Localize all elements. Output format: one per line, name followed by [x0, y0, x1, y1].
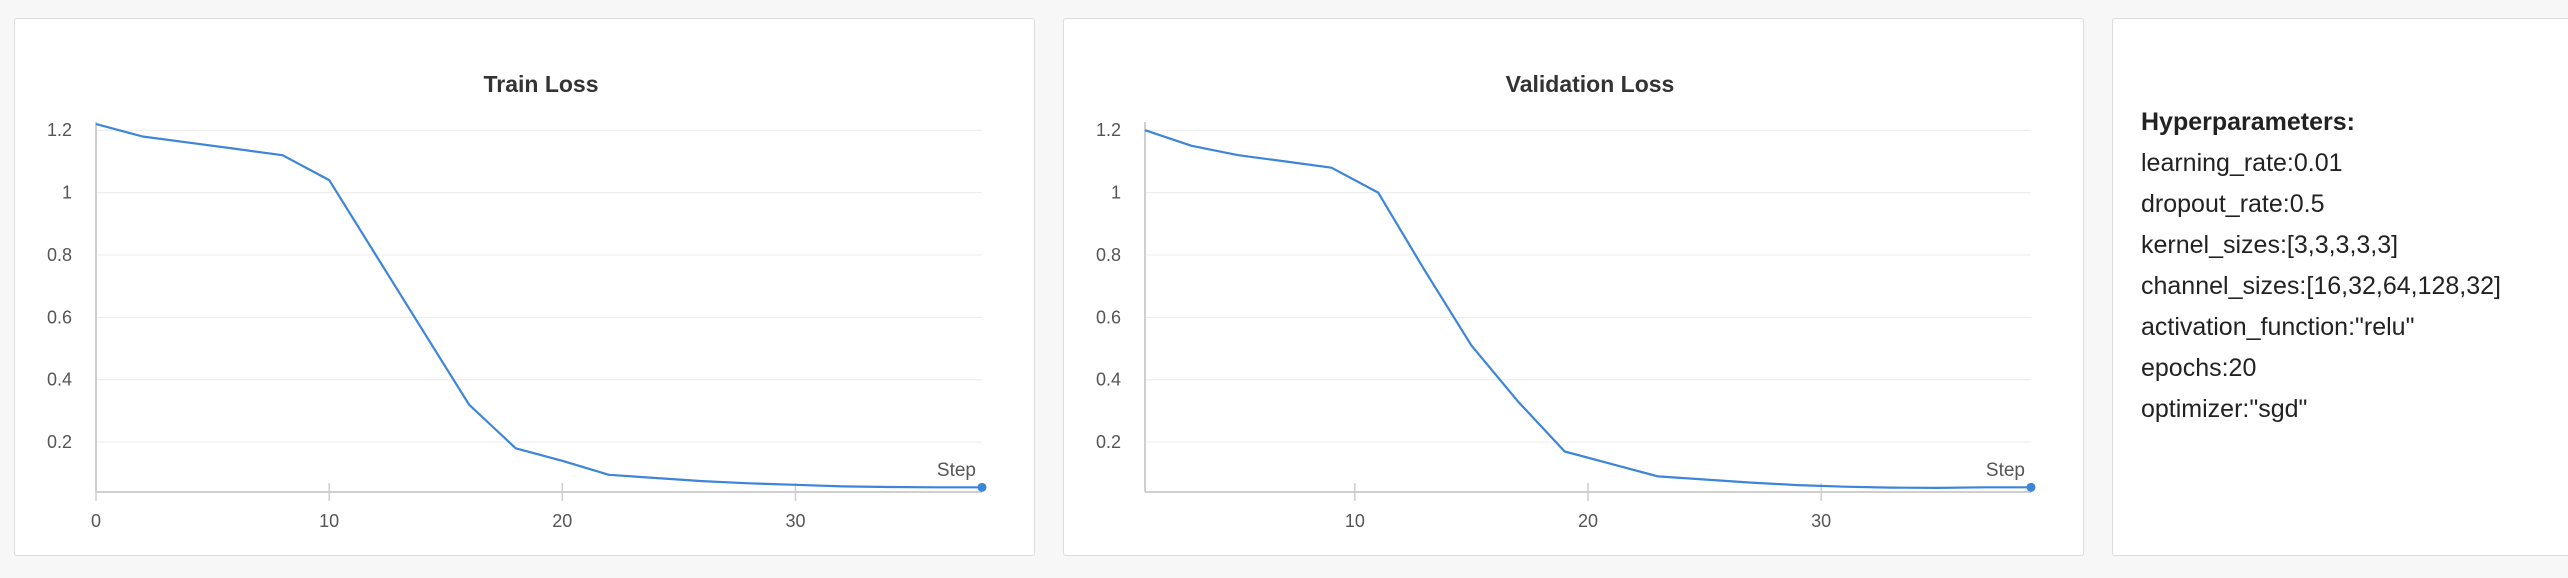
hyperparameter-line: learning_rate:0.01 [2141, 149, 2343, 177]
x-tick-label: 30 [1811, 511, 1831, 531]
y-tick-label: 1 [1111, 183, 1121, 203]
hyperparameters-title: Hyperparameters: [2141, 108, 2355, 136]
y-tick-label: 0.4 [1096, 370, 1121, 390]
hyperparameter-line: optimizer:"sgd" [2141, 395, 2308, 423]
hyperparameters-text: Hyperparameters: learning_rate:0.01 drop… [2141, 102, 2501, 430]
chart-title: Validation Loss [1506, 71, 1675, 97]
x-tick-label: 0 [91, 511, 101, 531]
y-tick-label: 1 [62, 183, 72, 203]
series-line [95, 122, 982, 489]
hyperparameter-line: epochs:20 [2141, 354, 2257, 382]
series-end-point [977, 482, 987, 492]
x-axis-label: Step [1986, 460, 2025, 481]
chart-title: Train Loss [483, 71, 598, 97]
train-loss-chart: Train Loss 0.2 0.4 0.6 0.8 1 1.2 0 10 20 30 Step [47, 71, 987, 531]
y-tick-label: 1.2 [47, 120, 72, 140]
y-tick-label: 0.2 [1096, 432, 1121, 452]
validation-loss-chart: Validation Loss 0.2 0.4 0.6 0.8 1 1.2 10 20 30 Ste… [1096, 71, 2036, 531]
hyperparameter-line: kernel_sizes:[3,3,3,3,3] [2141, 231, 2399, 259]
series-line [1144, 129, 2031, 489]
y-tick-label: 0.6 [47, 307, 72, 327]
hyperparameters-panel: Hyperparameters: learning_rate:0.01 drop… [2112, 18, 2568, 556]
x-tick-label: 10 [319, 511, 339, 531]
y-tick-label: 0.4 [47, 370, 72, 390]
hyperparameter-line: dropout_rate:0.5 [2141, 190, 2325, 218]
hyperparameter-line: channel_sizes:[16,32,64,128,32] [2141, 272, 2501, 300]
y-tick-label: 0.6 [1096, 307, 1121, 327]
hyperparameter-line: activation_function:"relu" [2141, 313, 2415, 341]
x-tick-label: 30 [785, 511, 805, 531]
y-tick-label: 0.2 [47, 432, 72, 452]
x-tick-label: 20 [552, 511, 572, 531]
series-end-point [2026, 482, 2036, 492]
x-tick-label: 20 [1578, 511, 1598, 531]
x-axis-label: Step [937, 460, 976, 481]
y-tick-label: 0.8 [47, 245, 72, 265]
x-tick-label: 10 [1345, 511, 1365, 531]
y-tick-label: 0.8 [1096, 245, 1121, 265]
validation-loss-panel: Validation Loss 0.2 0.4 0.6 0.8 1 1.2 10 20 30 Ste… [1063, 18, 2084, 556]
train-loss-panel: Train Loss 0.2 0.4 0.6 0.8 1 1.2 0 10 20 30 Step [14, 18, 1035, 556]
y-tick-label: 1.2 [1096, 120, 1121, 140]
